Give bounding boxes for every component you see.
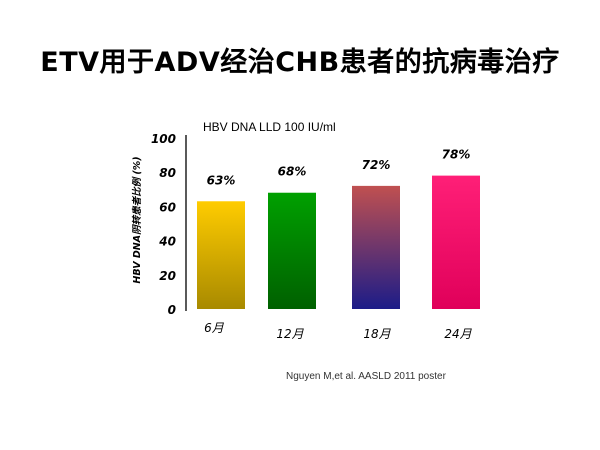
bar bbox=[268, 192, 316, 309]
data-labels: 63% 68% 72% 78% bbox=[207, 148, 471, 188]
slide-title: ETV用于ADV经治CHB患者的抗病毒治疗 bbox=[40, 47, 560, 78]
y-tick-label: 40 bbox=[158, 235, 176, 249]
data-label: 63% bbox=[207, 173, 236, 187]
y-tick-label: 80 bbox=[159, 166, 176, 180]
y-tick-labels: 0 20 40 60 80 100 bbox=[151, 132, 176, 317]
y-tick-label: 100 bbox=[151, 132, 176, 146]
bar bbox=[197, 201, 245, 309]
x-tick-label: 24月 bbox=[444, 327, 472, 341]
y-tick-label: 20 bbox=[159, 269, 176, 283]
x-tick-labels: 6月 12月 18月 24月 bbox=[204, 321, 472, 341]
chart-subtitle: HBV DNA LLD 100 IU/ml bbox=[203, 120, 336, 134]
bars bbox=[197, 175, 480, 309]
x-tick-label: 12月 bbox=[276, 327, 304, 341]
x-tick-label: 18月 bbox=[363, 327, 391, 341]
bar bbox=[432, 175, 480, 309]
bar bbox=[352, 185, 400, 309]
y-tick-label: 0 bbox=[168, 303, 176, 317]
citation: Nguyen M,et al. AASLD 2011 poster bbox=[286, 371, 446, 382]
data-label: 68% bbox=[278, 165, 307, 179]
data-label: 78% bbox=[442, 148, 471, 162]
data-label: 72% bbox=[362, 158, 391, 172]
y-tick-label: 60 bbox=[159, 200, 176, 214]
x-tick-label: 6月 bbox=[204, 321, 225, 335]
y-axis-label: HBV DNA阴转患者比例 (%) bbox=[131, 156, 143, 283]
